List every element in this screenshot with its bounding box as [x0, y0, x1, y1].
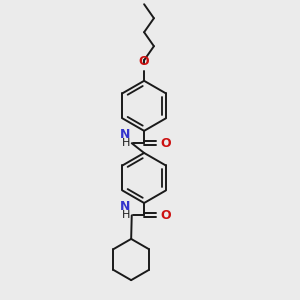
Text: H: H: [122, 138, 130, 148]
Text: H: H: [122, 210, 130, 220]
Text: N: N: [120, 200, 130, 213]
Text: O: O: [139, 56, 149, 68]
Text: O: O: [160, 137, 171, 150]
Text: N: N: [120, 128, 130, 141]
Text: O: O: [160, 209, 171, 222]
